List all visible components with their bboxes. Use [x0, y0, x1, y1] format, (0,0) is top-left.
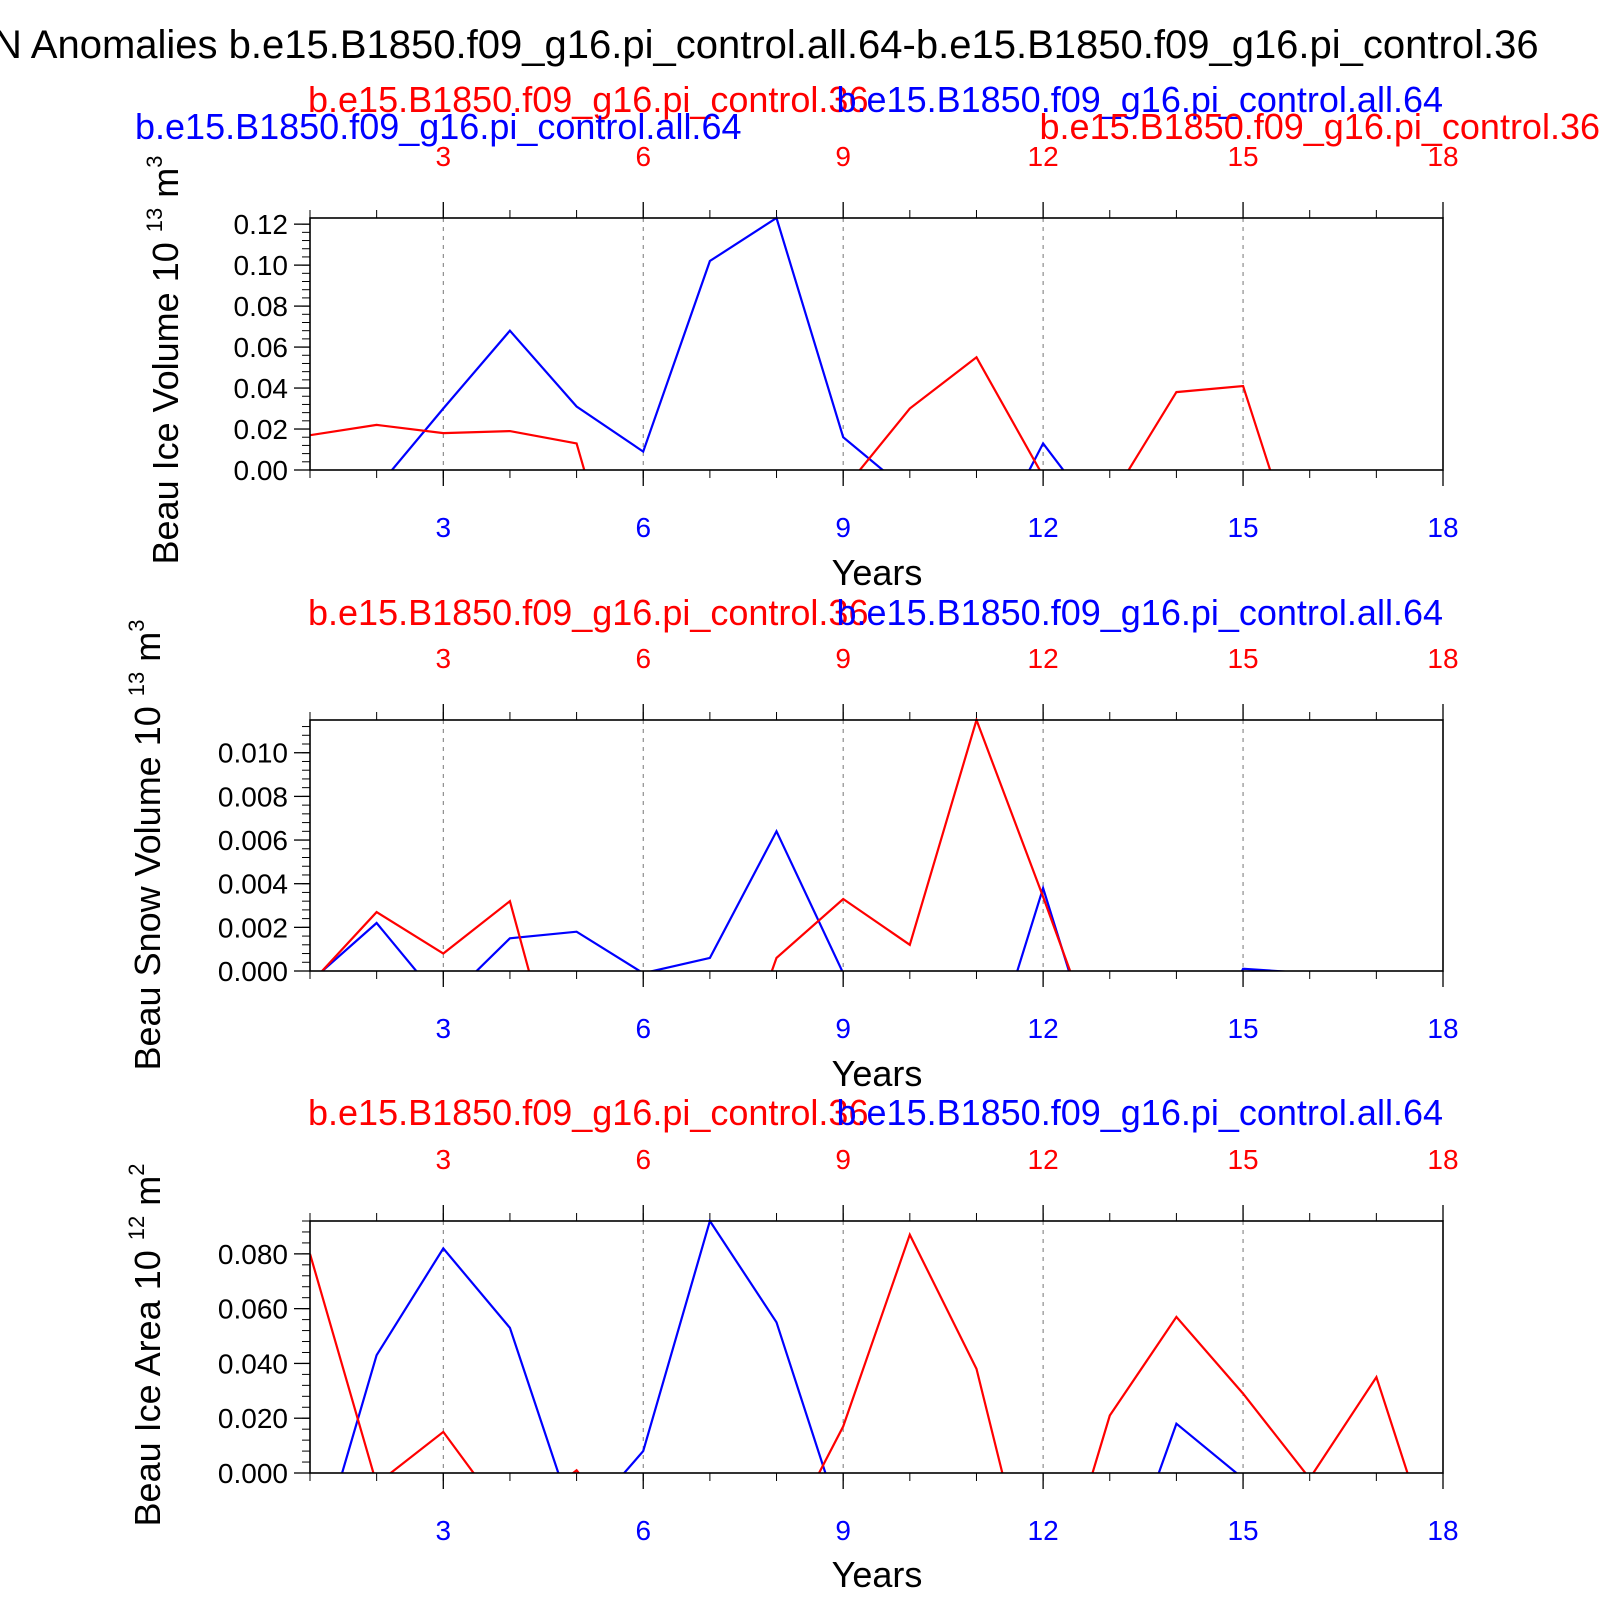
y-tick-label: 0.12: [234, 209, 289, 240]
x-tick-label-top: 12: [1028, 1144, 1059, 1175]
x-tick-label-bottom: 18: [1427, 1515, 1458, 1546]
x-tick-label-bottom: 3: [436, 1013, 452, 1044]
series-name-blue: b.e15.B1850.f09_g16.pi_control.all.64: [837, 592, 1443, 633]
x-axis-title: Years: [832, 1053, 923, 1094]
x-tick-label-top: 18: [1427, 643, 1458, 674]
y-tick-label: 0.020: [218, 1403, 288, 1434]
y-tick-label: 0.10: [234, 250, 289, 281]
series-line-control36: [310, 1231, 1409, 1473]
y-axis-title: Beau Ice Volume 10 13 m3: [142, 156, 186, 565]
plot-frame: [309, 217, 1444, 471]
series-name-red: b.e15.B1850.f09_g16.pi_control.36: [308, 1092, 868, 1133]
x-tick-label-bottom: 15: [1227, 1013, 1258, 1044]
y-tick-label: 0.08: [234, 291, 289, 322]
y-tick-label: 0.010: [218, 738, 288, 769]
y-tick-label: 0.04: [234, 373, 289, 404]
x-tick-label-top: 18: [1427, 141, 1458, 172]
x-tick-label-top: 9: [835, 141, 851, 172]
series-line-all64: [390, 216, 1065, 470]
y-axis-title: Beau Ice Area 10 12 m2: [124, 1164, 168, 1527]
y-tick-label: 0.000: [218, 1458, 288, 1489]
y-axis-title: Beau Snow Volume 10 13 m3: [124, 620, 168, 1071]
x-tick-label-top: 3: [436, 643, 452, 674]
x-tick-label-top: 6: [635, 1144, 651, 1175]
y-tick-label: 0.00: [234, 455, 289, 486]
y-tick-label: 0.008: [218, 781, 288, 812]
y-tick-label: 0.06: [234, 332, 289, 363]
y-tick-label: 0.006: [218, 825, 288, 856]
x-tick-label-bottom: 15: [1227, 1515, 1258, 1546]
series-name-blue: b.e15.B1850.f09_g16.pi_control.all.64: [837, 79, 1443, 120]
y-tick-label: 0.000: [218, 956, 288, 987]
x-tick-label-bottom: 18: [1427, 1013, 1458, 1044]
series-line-control36: [320, 718, 1072, 971]
svg-text:Beau Ice Volume 10 13 m3: Beau Ice Volume 10 13 m3: [142, 156, 186, 565]
x-tick-label-top: 15: [1227, 643, 1258, 674]
plot-frame: [309, 1220, 1444, 1474]
x-tick-label-bottom: 3: [436, 1515, 452, 1546]
x-tick-label-top: 12: [1028, 141, 1059, 172]
y-tick-label: 0.02: [234, 414, 289, 445]
x-tick-label-top: 3: [436, 141, 452, 172]
svg-text:Beau Snow Volume 10 13 m3: Beau Snow Volume 10 13 m3: [124, 620, 168, 1071]
x-tick-label-bottom: 12: [1028, 512, 1059, 543]
x-tick-label-top: 9: [835, 1144, 851, 1175]
series-line-all64: [340, 1219, 1239, 1473]
x-axis-title: Years: [832, 552, 923, 593]
y-tick-label: 0.040: [218, 1348, 288, 1379]
x-tick-label-bottom: 3: [436, 512, 452, 543]
x-tick-label-bottom: 6: [635, 1515, 651, 1546]
x-tick-label-bottom: 12: [1028, 1013, 1059, 1044]
chart-panel-2: 0.000 0.002 0.004 0.006 0.008 0.010 3 3 6 6 9 9 12 12…: [124, 592, 1459, 1094]
series-name-blue: b.e15.B1850.f09_g16.pi_control.all.64: [837, 1092, 1443, 1133]
x-tick-label-top: 6: [635, 141, 651, 172]
figure-title: N Anomalies b.e15.B1850.f09_g16.pi_contr…: [0, 23, 1539, 67]
x-tick-label-top: 12: [1028, 643, 1059, 674]
x-tick-label-bottom: 6: [635, 1013, 651, 1044]
plot-frame: [309, 719, 1444, 972]
series-name-blue-2: b.e15.B1850.f09_g16.pi_control.all.64: [135, 106, 741, 147]
x-axis-title: Years: [832, 1554, 923, 1595]
y-tick-label: 0.004: [218, 869, 288, 900]
x-tick-label-top: 9: [835, 643, 851, 674]
y-tick-label: 0.080: [218, 1239, 288, 1270]
x-tick-label-bottom: 9: [835, 1013, 851, 1044]
x-tick-label-bottom: 9: [835, 512, 851, 543]
series-line-all64: [320, 828, 1294, 971]
series-name-red: b.e15.B1850.f09_g16.pi_control.36: [308, 79, 868, 120]
x-tick-label-bottom: 18: [1427, 512, 1458, 543]
x-tick-label-top: 15: [1227, 1144, 1258, 1175]
chart-panel-3: 0.000 0.020 0.040 0.060 0.080 3 3 6 6 9 9 12 12 15 15 1…: [124, 1092, 1459, 1595]
x-tick-label-top: 6: [635, 643, 651, 674]
svg-text:Beau Ice Area 10 12 m2: Beau Ice Area 10 12 m2: [124, 1164, 168, 1527]
x-tick-label-bottom: 15: [1227, 512, 1258, 543]
series-name-red-2: b.e15.B1850.f09_g16.pi_control.36: [1040, 106, 1600, 147]
x-tick-label-top: 18: [1427, 1144, 1458, 1175]
x-tick-label-bottom: 6: [635, 512, 651, 543]
series-line-control36: [310, 355, 1272, 470]
y-tick-label: 0.060: [218, 1294, 288, 1325]
series-name-red: b.e15.B1850.f09_g16.pi_control.36: [308, 592, 868, 633]
x-tick-label-bottom: 12: [1028, 1515, 1059, 1546]
chart-panel-1: 0.00 0.02 0.04 0.06 0.08 0.10 0.12 3 3 6 6 9 9 12 12 15…: [135, 79, 1600, 593]
x-tick-label-top: 15: [1227, 141, 1258, 172]
x-tick-label-bottom: 9: [835, 1515, 851, 1546]
y-tick-label: 0.002: [218, 912, 288, 943]
x-tick-label-top: 3: [436, 1144, 452, 1175]
